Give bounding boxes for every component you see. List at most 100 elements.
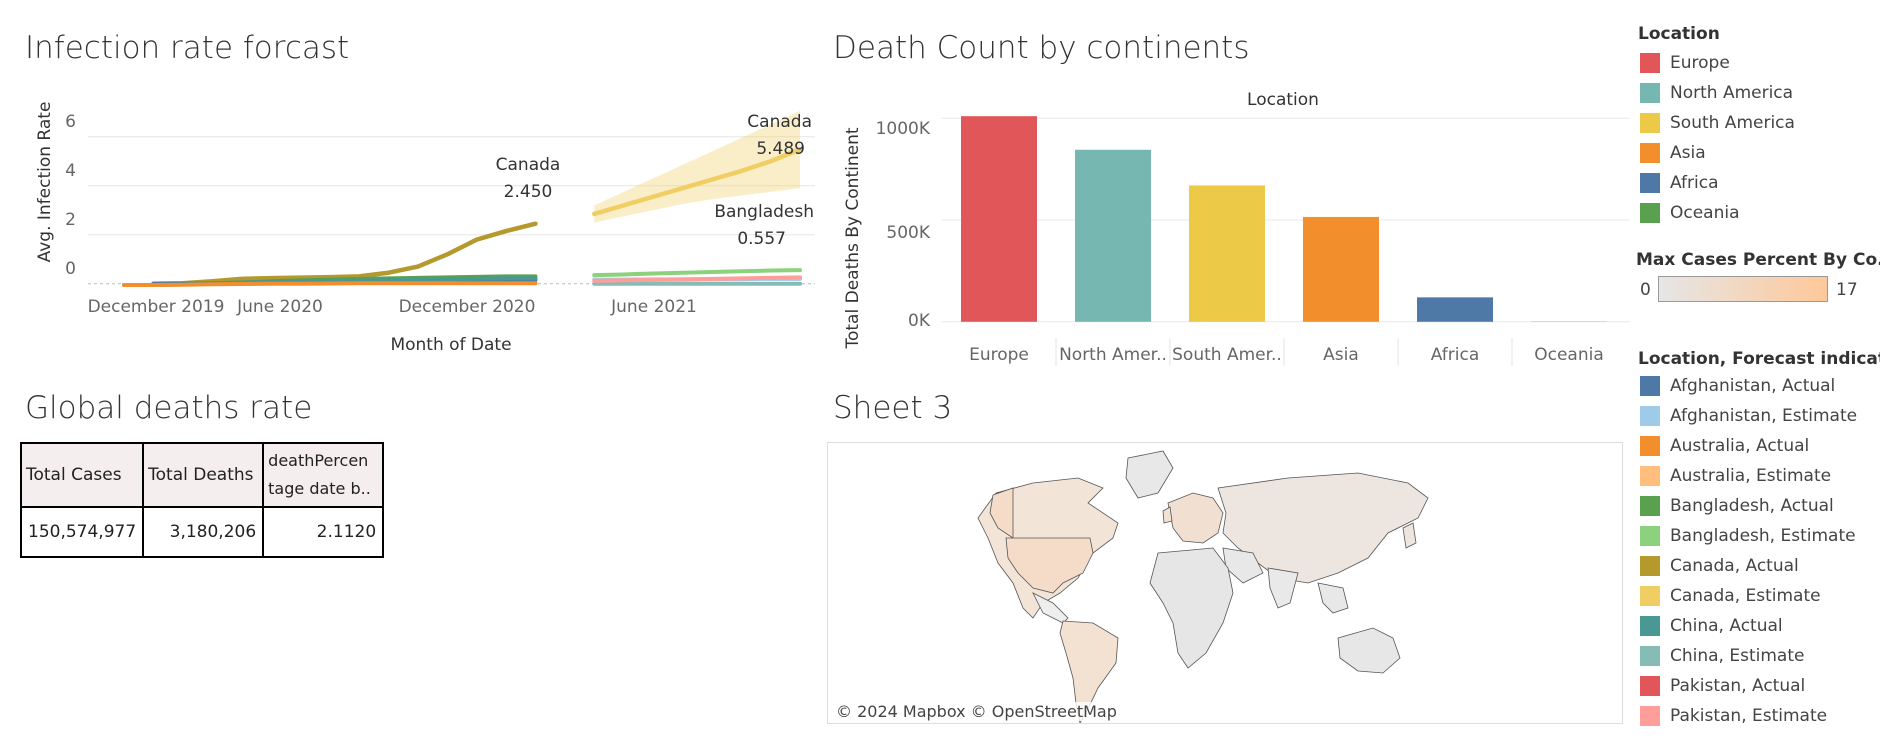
gradient-legend-title: Max Cases Percent By Co..: [1636, 250, 1880, 270]
map-region-central-america[interactable]: [1032, 592, 1069, 624]
map-region-europe[interactable]: [1167, 492, 1224, 544]
x-axis-label: Month of Date: [390, 335, 511, 355]
canada-actual-annotation: Canada 2.450: [496, 155, 561, 202]
series-line[interactable]: [592, 275, 802, 283]
legend-label: Australia, Estimate: [1670, 466, 1832, 486]
bar[interactable]: [1303, 216, 1379, 322]
annotation-name: Canada: [747, 112, 812, 132]
legend-item-africa[interactable]: Africa: [1640, 172, 1719, 194]
map-region-australia[interactable]: [1337, 627, 1401, 674]
infection-y-ticks: 6 4 2 0: [65, 112, 76, 279]
header-total-cases[interactable]: Total Cases: [19, 442, 145, 508]
legend-item-canada-estimate[interactable]: Canada, Estimate: [1640, 585, 1821, 607]
bar[interactable]: [1075, 149, 1151, 322]
table-row: 150,574,977 3,180,206 2.1120: [19, 506, 385, 558]
world-map[interactable]: © 2024 Mapbox © OpenStreetMap: [827, 442, 1623, 724]
legend-label: Australia, Actual: [1670, 436, 1810, 456]
annotation-value: 0.557: [737, 229, 786, 249]
legend-item-south-america[interactable]: South America: [1640, 112, 1795, 134]
map-region-greenland[interactable]: [1125, 450, 1174, 499]
legend-item-bangladesh-actual[interactable]: Bangladesh, Actual: [1640, 495, 1834, 517]
map-region-uk[interactable]: [1162, 506, 1173, 524]
legend-swatch: [1640, 173, 1660, 193]
legend-label: China, Actual: [1670, 616, 1783, 636]
legend-item-asia[interactable]: Asia: [1640, 142, 1706, 164]
bar[interactable]: [961, 116, 1037, 322]
legend-item-australia-actual[interactable]: Australia, Actual: [1640, 435, 1809, 457]
legend-item-bangladesh-estimate[interactable]: Bangladesh, Estimate: [1640, 525, 1856, 547]
infection-rate-chart[interactable]: 6 4 2 0 December 2019 June 2020 December…: [0, 70, 820, 370]
x-tick-label: December 2020: [399, 297, 536, 317]
legend-item-canada-actual[interactable]: Canada, Actual: [1640, 555, 1799, 577]
map-attribution[interactable]: © 2024 Mapbox © OpenStreetMap: [832, 702, 1121, 721]
bar[interactable]: [1417, 297, 1493, 322]
legend-swatch: [1640, 83, 1660, 103]
legend-label: Asia: [1670, 143, 1706, 163]
map-region-usa[interactable]: [1005, 537, 1094, 594]
map-region-india[interactable]: [1267, 567, 1299, 609]
map-region-se-asia[interactable]: [1317, 582, 1349, 614]
legend-item-north-america[interactable]: North America: [1640, 82, 1793, 104]
legend-item-australia-estimate[interactable]: Australia, Estimate: [1640, 465, 1831, 487]
global-deaths-table: Total Cases Total Deaths deathPercen tag…: [19, 442, 385, 558]
legend-label: China, Estimate: [1670, 646, 1805, 666]
x-tick-label: Europe: [969, 345, 1029, 365]
legend-item-china-actual[interactable]: China, Actual: [1640, 615, 1783, 637]
legend-item-oceania[interactable]: Oceania: [1640, 202, 1740, 224]
confidence-band: [594, 111, 800, 223]
series-line[interactable]: [592, 147, 803, 217]
legend-swatch: [1640, 526, 1660, 546]
map-region-africa[interactable]: [1149, 547, 1234, 669]
legend-label: Canada, Estimate: [1670, 586, 1821, 606]
map-region-alaska[interactable]: [989, 487, 1014, 539]
header-total-deaths[interactable]: Total Deaths: [142, 442, 265, 508]
y-tick-label: 0K: [908, 311, 931, 331]
global-deaths-title: Global deaths rate: [25, 390, 313, 426]
legend-swatch: [1640, 496, 1660, 516]
x-tick-label: South Amer..: [1172, 345, 1282, 365]
infection-chart-title: Infection rate forcast: [25, 30, 350, 66]
value-total-deaths[interactable]: 3,180,206: [142, 506, 265, 558]
series-line[interactable]: [151, 221, 538, 286]
legend-swatch: [1640, 556, 1660, 576]
legend-label: Afghanistan, Estimate: [1670, 406, 1858, 426]
legend-item-europe[interactable]: Europe: [1640, 52, 1730, 74]
header-death-percentage[interactable]: deathPercen tage date b..: [262, 442, 385, 508]
gradient-min-label: 0: [1640, 280, 1651, 300]
x-tick-label: Africa: [1431, 345, 1480, 365]
death-count-chart[interactable]: Location Total Deaths By Continent 1000K…: [830, 70, 1630, 370]
annotation-value: 2.450: [504, 182, 553, 202]
legend-label: South America: [1670, 113, 1795, 133]
bangladesh-estimate-annotation: Bangladesh 0.557: [714, 202, 814, 249]
legend-swatch: [1640, 376, 1660, 396]
y-tick-label: 0: [65, 259, 76, 279]
y-tick-label: 1000K: [876, 119, 931, 139]
legend-label: Pakistan, Actual: [1670, 676, 1806, 696]
gradient-bar[interactable]: [1658, 276, 1828, 302]
value-total-cases[interactable]: 150,574,977: [19, 506, 145, 558]
legend-label: Europe: [1670, 53, 1730, 73]
value-death-percentage[interactable]: 2.1120: [262, 506, 385, 558]
bar[interactable]: [1189, 185, 1265, 322]
map-region-asia[interactable]: [1217, 472, 1429, 584]
legend-item-pakistan-estimate[interactable]: Pakistan, Estimate: [1640, 705, 1827, 727]
bar-chart-header: Location: [1247, 90, 1319, 110]
infection-series-lines[interactable]: [122, 147, 803, 287]
legend-label: Afghanistan, Actual: [1670, 376, 1836, 396]
series-line[interactable]: [592, 268, 802, 278]
legend-item-china-estimate[interactable]: China, Estimate: [1640, 645, 1804, 667]
annotation-value: 5.489: [756, 139, 805, 159]
series-line[interactable]: [122, 281, 538, 287]
map-region-japan[interactable]: [1402, 522, 1417, 549]
annotation-name: Bangladesh: [714, 202, 814, 222]
annotation-name: Canada: [496, 155, 561, 175]
bar-series[interactable]: [961, 116, 1607, 322]
bar-grid: [942, 117, 1630, 323]
y-tick-label: 4: [65, 161, 76, 181]
legend-label: Oceania: [1670, 203, 1740, 223]
world-map-shapes[interactable]: [828, 443, 1623, 724]
legend-item-afghanistan-actual[interactable]: Afghanistan, Actual: [1640, 375, 1835, 397]
legend-swatch: [1640, 706, 1660, 726]
legend-item-pakistan-actual[interactable]: Pakistan, Actual: [1640, 675, 1805, 697]
legend-item-afghanistan-estimate[interactable]: Afghanistan, Estimate: [1640, 405, 1857, 427]
